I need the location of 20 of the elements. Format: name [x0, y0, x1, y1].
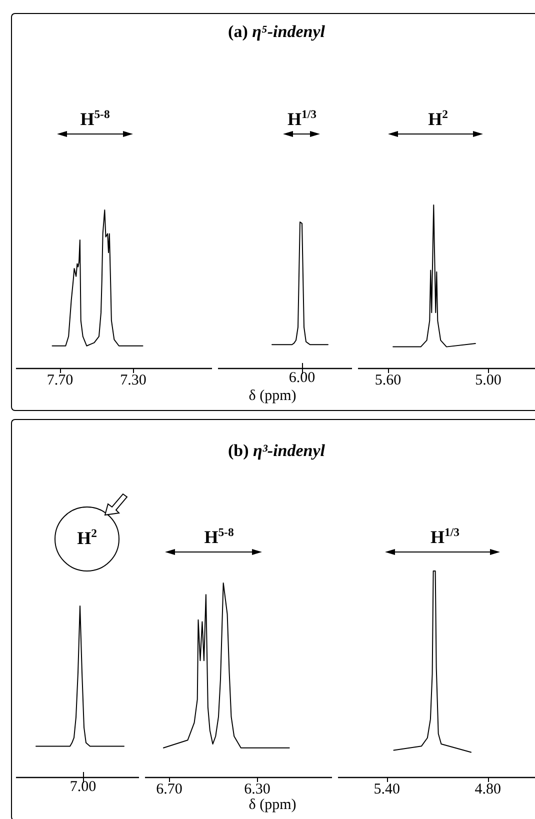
x-tick-label: 6.70: [156, 782, 182, 798]
text: H$^{2}$: [77, 527, 97, 549]
x-tick-label: 7.30: [120, 372, 146, 388]
x-axis-title: δ (ppm): [248, 388, 296, 405]
x-tick-label: 4.80: [474, 782, 501, 798]
text: H$^{1/3}$: [288, 108, 316, 130]
text: H$^{5-8}$: [204, 526, 234, 548]
text: 6.00: [288, 370, 316, 387]
x-tick-label: 5.60: [374, 372, 402, 388]
x-tick-label: 7.70: [46, 372, 74, 388]
text: H$^{1/3}$: [430, 526, 460, 548]
x-tick-label: 6.30: [244, 782, 270, 798]
x-tick-label: 5.40: [374, 782, 400, 798]
text: 7.00: [70, 779, 96, 796]
x-axis-title: δ (ppm): [248, 797, 296, 814]
chart-title: (a) η⁵-indenyl: [228, 22, 325, 42]
chart-title: (b) η³-indenyl: [228, 441, 326, 461]
text: H$^{2}$: [428, 108, 448, 130]
text: H$^{5-8}$: [80, 108, 110, 130]
x-tick-label: 5.00: [475, 372, 502, 388]
